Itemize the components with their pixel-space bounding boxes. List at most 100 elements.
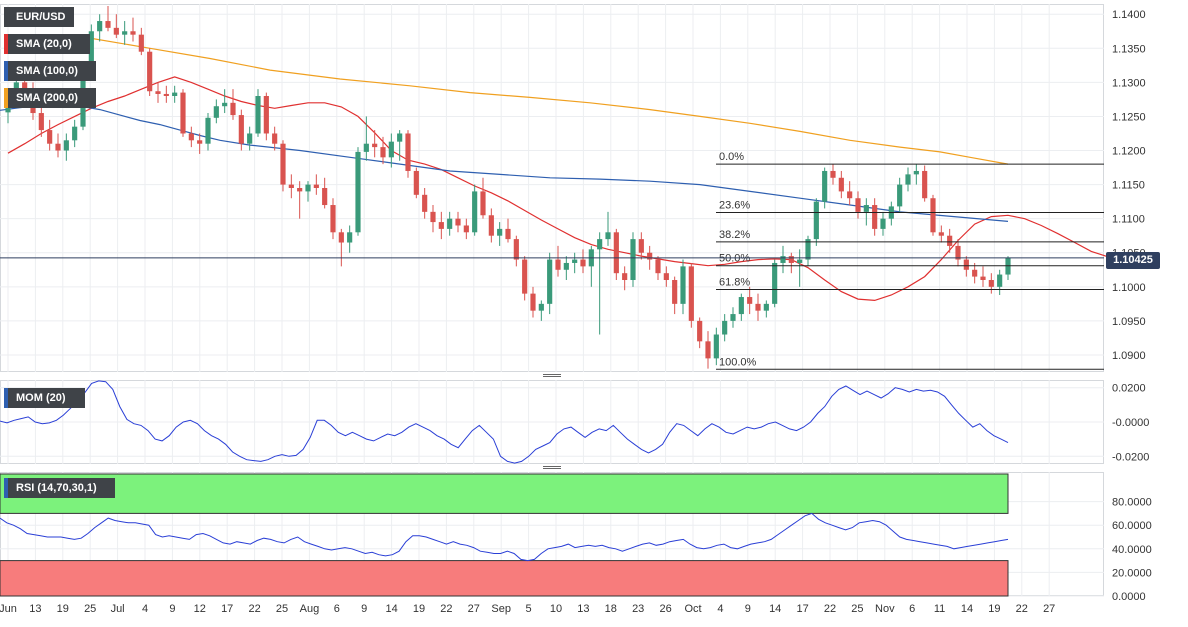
- candle-body: [630, 239, 636, 280]
- fib-layer: 0.0% 23.6% 38.2% 50.0% 61.8% 100.0%: [0, 151, 1104, 370]
- x-tick-label: 19: [57, 603, 69, 615]
- candle-body: [447, 218, 453, 229]
- candle-body: [372, 143, 378, 148]
- candle-body: [905, 174, 911, 185]
- sma20-line: [7, 76, 1109, 302]
- rsi-tick-label: 60.0000: [1112, 520, 1152, 532]
- candle-body: [522, 259, 528, 294]
- candle-body: [155, 91, 161, 94]
- x-tick-label: Jul: [111, 603, 125, 615]
- candle-body: [380, 147, 386, 158]
- candle-body: [688, 266, 694, 321]
- candle-body: [705, 341, 711, 359]
- x-tick-label: 18: [605, 603, 617, 615]
- legend-sma200[interactable]: SMA (200,0): [4, 88, 96, 108]
- legend-sma200-label: SMA (200,0): [16, 92, 78, 104]
- candle-body: [388, 141, 394, 158]
- candle-body: [797, 259, 803, 263]
- candle-body: [313, 184, 319, 188]
- x-tick-label: Oct: [684, 603, 701, 615]
- rsi-oversold-zone: [0, 560, 1009, 597]
- momentum-tick-label: -0.0000: [1112, 417, 1149, 429]
- candle-body: [22, 82, 28, 93]
- candle-body: [330, 205, 336, 233]
- x-tick-label: 26: [659, 603, 671, 615]
- x-tick-label: 25: [84, 603, 96, 615]
- candle-body: [472, 191, 478, 233]
- candle-body: [963, 259, 969, 270]
- candle-body: [922, 170, 928, 199]
- fib-level-label: 50.0%: [719, 253, 750, 265]
- candle-body: [813, 201, 819, 240]
- legend-symbol[interactable]: EUR/USD: [4, 7, 74, 27]
- legend-momentum[interactable]: MOM (20): [4, 388, 85, 408]
- symbol-swatch: [4, 7, 8, 27]
- legend-sma20-label: SMA (20,0): [16, 38, 72, 50]
- x-tick-label: 27: [1043, 603, 1055, 615]
- x-tick-label: 6: [334, 603, 340, 615]
- candle-body: [772, 262, 778, 304]
- candle-body: [205, 117, 211, 144]
- candle-body: [130, 31, 136, 35]
- legend-rsi[interactable]: RSI (14,70,30,1): [4, 478, 115, 498]
- candle-body: [38, 113, 44, 131]
- x-tick-label: 19: [988, 603, 1000, 615]
- price-tick-label: 1.0950: [1112, 316, 1146, 328]
- legend-sma100[interactable]: SMA (100,0): [4, 61, 96, 81]
- candle-body: [430, 211, 436, 223]
- candle-body: [538, 303, 544, 311]
- candle-body: [1005, 257, 1011, 275]
- price-tick-label: 1.1300: [1112, 77, 1146, 89]
- rsi-line: [0, 512, 1009, 562]
- x-tick-label: 22: [440, 603, 452, 615]
- fib-level-label: 100.0%: [719, 356, 757, 368]
- x-tick-label: 4: [717, 603, 723, 615]
- fib-level-label: 38.2%: [719, 229, 750, 241]
- candle-body: [897, 184, 903, 207]
- legend-sma20[interactable]: SMA (20,0): [4, 34, 90, 54]
- sma100-swatch: [4, 61, 8, 81]
- candle-body: [230, 102, 236, 116]
- x-tick-label: 19: [413, 603, 425, 615]
- candle-body: [563, 262, 569, 270]
- candle-body: [647, 252, 653, 260]
- candle-body: [872, 205, 878, 229]
- candle-body: [638, 239, 644, 253]
- candle-body: [280, 143, 286, 185]
- x-tick-label: 14: [961, 603, 973, 615]
- candle-body: [355, 151, 361, 233]
- candle-body: [113, 27, 119, 35]
- legend-symbol-label: EUR/USD: [16, 11, 66, 23]
- candle-body: [297, 188, 303, 192]
- candle-body: [63, 140, 69, 151]
- rsi-overbought-zone: [0, 473, 1009, 514]
- price-tick-label: 1.1350: [1112, 43, 1146, 55]
- price-tick-label: 1.1150: [1112, 180, 1145, 192]
- candle-body: [980, 276, 986, 280]
- candle-body: [672, 280, 678, 304]
- candle-body: [180, 92, 186, 134]
- candle-body: [188, 133, 194, 141]
- price-tick-label: 1.1200: [1112, 146, 1146, 158]
- fib-level-label: 23.6%: [719, 200, 750, 212]
- candle-body: [363, 143, 369, 152]
- candle-body: [822, 170, 828, 202]
- x-tick-label: 14: [769, 603, 781, 615]
- x-tick-label: 12: [194, 603, 206, 615]
- x-tick-label: Sep: [491, 603, 511, 615]
- candle-body: [455, 218, 461, 226]
- momentum-tick-label: -0.0200: [1112, 451, 1149, 463]
- candle-body: [663, 273, 669, 280]
- candle-body: [222, 102, 228, 107]
- momentum-swatch: [4, 388, 8, 408]
- rsi-tick-label: 40.0000: [1112, 544, 1152, 556]
- candle-body: [47, 130, 53, 144]
- x-tick-label: 25: [851, 603, 863, 615]
- candle-body: [738, 297, 744, 315]
- candle-body: [680, 266, 686, 304]
- candle-body: [497, 228, 503, 236]
- candle-body: [255, 96, 261, 134]
- candle-body: [730, 314, 736, 321]
- candle-body: [572, 259, 578, 263]
